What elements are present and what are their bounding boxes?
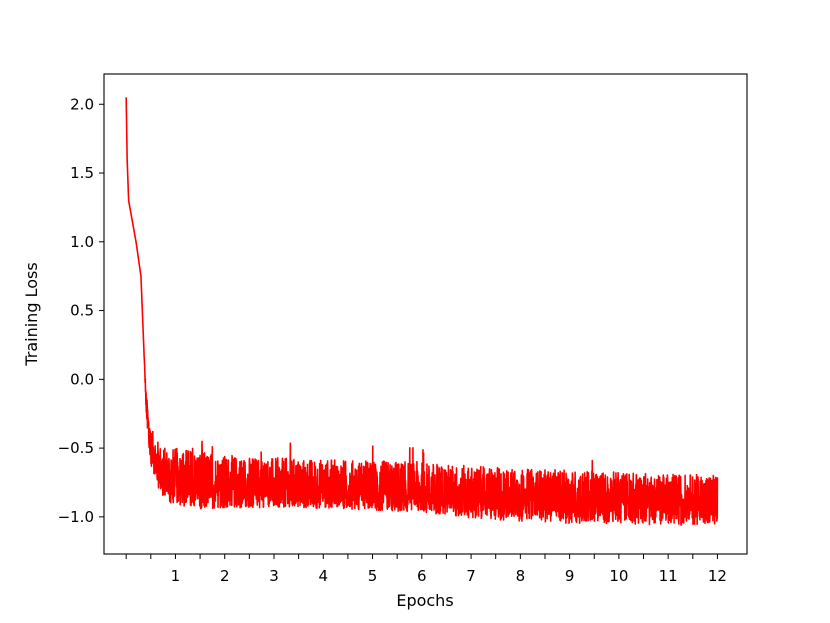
y-tick-label: 0.0 [70, 370, 94, 388]
x-tick-label: 9 [565, 567, 575, 585]
y-tick-label: 1.5 [70, 164, 94, 182]
y-tick-label: 1.0 [70, 233, 94, 251]
y-tick-label: 2.0 [70, 95, 94, 113]
plot-area [125, 97, 719, 526]
y-tick-label: −1.0 [58, 508, 94, 526]
y-tick-label: −0.5 [58, 439, 94, 457]
axes: 1 2 3 4 5 6 7 8 9 10 11 12−1.0−0.50.00.51.01.52.0 [58, 73, 748, 585]
x-tick-label: 7 [466, 567, 476, 585]
training-loss-line [125, 97, 719, 526]
y-axis-label: Training Loss [22, 262, 41, 366]
y-tick-label: 0.5 [70, 302, 94, 320]
axes-frame [103, 73, 748, 555]
x-tick-label: 4 [318, 567, 328, 585]
x-tick-label: 5 [368, 567, 378, 585]
x-axis-label: Epochs [396, 591, 453, 610]
x-tick-label: 10 [609, 567, 628, 585]
x-tick-label: 1 [171, 567, 181, 585]
x-tick-label: 2 [220, 567, 230, 585]
x-tick-label: 6 [417, 567, 427, 585]
x-tick-label: 3 [269, 567, 279, 585]
x-tick-label: 8 [516, 567, 526, 585]
x-tick-label: 12 [708, 567, 727, 585]
x-tick-label: 11 [659, 567, 678, 585]
